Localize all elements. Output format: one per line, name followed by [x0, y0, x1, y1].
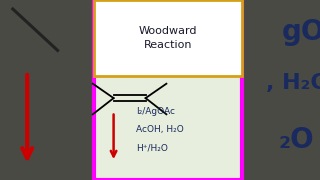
Text: gOAc: gOAc — [282, 18, 320, 46]
Bar — [94, 0, 242, 76]
Text: ₂O: ₂O — [278, 126, 314, 154]
Text: AcOH, H₂O: AcOH, H₂O — [136, 125, 184, 134]
Bar — [94, 0, 242, 180]
Text: Woodward
Reaction: Woodward Reaction — [139, 26, 197, 50]
Text: I₂/AgOAc: I₂/AgOAc — [136, 107, 175, 116]
Text: H⁺/H₂O: H⁺/H₂O — [136, 143, 168, 152]
Text: , H₂O: , H₂O — [266, 73, 320, 93]
